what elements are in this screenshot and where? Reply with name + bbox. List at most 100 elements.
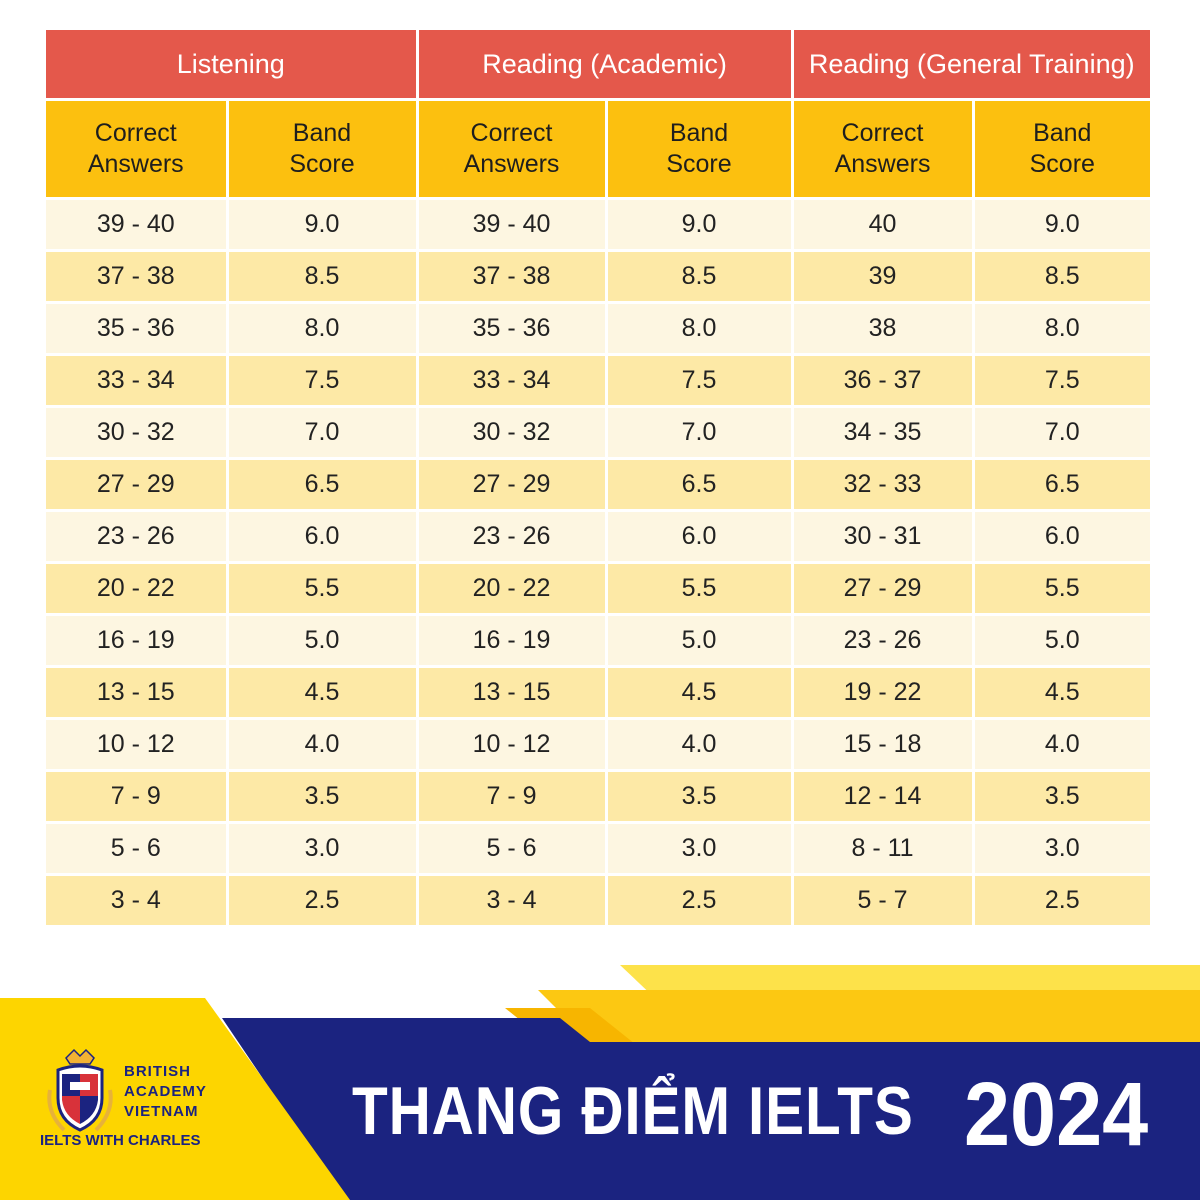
table-row: 33 - 34 7.5 33 - 34 7.5 36 - 37 7.5: [46, 354, 1151, 408]
column-header-line: Score: [1029, 150, 1095, 178]
general-band-cell: 4.0: [973, 718, 1151, 772]
general-band-cell: 5.0: [973, 614, 1151, 668]
logo-line-3: VIETNAM: [124, 1103, 199, 1120]
listening-band-cell: 7.5: [227, 354, 419, 408]
general-band-cell: 6.5: [973, 458, 1151, 512]
general-correct-cell: 39: [792, 250, 975, 304]
column-header-line: Score: [289, 150, 355, 178]
general-correct-cell: 8 - 11: [792, 822, 975, 876]
listening-correct-cell: 35 - 36: [46, 302, 229, 356]
table-row: 37 - 38 8.5 37 - 38 8.5 39 8.5: [46, 250, 1151, 304]
ielts-score-table: Listening Reading (Academic) Reading (Ge…: [46, 30, 1151, 928]
academic-correct-cell: 27 - 29: [417, 458, 608, 512]
column-header-line: Score: [666, 150, 732, 178]
crest-shield-icon: [47, 1048, 113, 1132]
general-correct-cell: 23 - 26: [792, 614, 975, 668]
general-correct-cell: 15 - 18: [792, 718, 975, 772]
academic-correct-cell: 20 - 22: [417, 562, 608, 616]
score-table-body: 39 - 40 9.0 39 - 40 9.0 40 9.0 37 - 38 8.5 37 -…: [46, 198, 1151, 928]
general-band-cell: 8.0: [973, 302, 1151, 356]
academic-band-cell: 4.5: [606, 666, 794, 720]
brand-logo: BRITISH ACADEMY VIETNAM IELTS WITH CHARL…: [30, 1040, 230, 1160]
academic-correct-cell: 23 - 26: [417, 510, 608, 564]
listening-correct-cell: 3 - 4: [46, 874, 229, 928]
academic-band-cell: 7.5: [606, 354, 794, 408]
academic-band-cell: 3.0: [606, 822, 794, 876]
listening-band-cell: 4.0: [227, 718, 419, 772]
listening-band-cell: 6.0: [227, 510, 419, 564]
academic-band-cell: 6.0: [606, 510, 794, 564]
general-correct-cell: 5 - 7: [792, 874, 975, 928]
academic-band-cell: 8.5: [606, 250, 794, 304]
table-row: 7 - 9 3.5 7 - 9 3.5 12 - 14 3.5: [46, 770, 1151, 824]
yellow-stripe-mid: [538, 990, 1200, 1042]
section-listening: Listening: [46, 30, 419, 100]
listening-correct-cell: 37 - 38: [46, 250, 229, 304]
table-row: 27 - 29 6.5 27 - 29 6.5 32 - 33 6.5: [46, 458, 1151, 512]
listening-band-cell: 5.0: [227, 614, 419, 668]
column-header-correct: Correct Answers: [46, 98, 229, 200]
listening-correct-cell: 16 - 19: [46, 614, 229, 668]
banner-year: 2024: [964, 1065, 1149, 1165]
listening-correct-cell: 10 - 12: [46, 718, 229, 772]
column-header-line: Answers: [463, 150, 560, 178]
listening-correct-cell: 7 - 9: [46, 770, 229, 824]
listening-band-cell: 2.5: [227, 874, 419, 928]
listening-band-cell: 4.5: [227, 666, 419, 720]
general-band-cell: 3.5: [973, 770, 1151, 824]
listening-band-cell: 3.5: [227, 770, 419, 824]
section-header-row: Listening Reading (Academic) Reading (Ge…: [46, 30, 1151, 100]
general-band-cell: 5.5: [973, 562, 1151, 616]
table-row: 13 - 15 4.5 13 - 15 4.5 19 - 22 4.5: [46, 666, 1151, 720]
academic-correct-cell: 37 - 38: [417, 250, 608, 304]
general-correct-cell: 12 - 14: [792, 770, 975, 824]
table-row: 5 - 6 3.0 5 - 6 3.0 8 - 11 3.0: [46, 822, 1151, 876]
table-row: 10 - 12 4.0 10 - 12 4.0 15 - 18 4.0: [46, 718, 1151, 772]
academic-correct-cell: 7 - 9: [417, 770, 608, 824]
academic-correct-cell: 16 - 19: [417, 614, 608, 668]
table-row: 3 - 4 2.5 3 - 4 2.5 5 - 7 2.5: [46, 874, 1151, 928]
logo-line-1: BRITISH: [124, 1063, 191, 1080]
academic-band-cell: 4.0: [606, 718, 794, 772]
general-band-cell: 2.5: [973, 874, 1151, 928]
banner-title-text: THANG ĐIỂM IELTS: [352, 1073, 914, 1149]
academic-band-cell: 5.0: [606, 614, 794, 668]
listening-band-cell: 8.0: [227, 302, 419, 356]
logo-tagline: IELTS WITH CHARLES: [40, 1132, 201, 1149]
column-header-line: Correct: [841, 119, 924, 147]
table-row: 20 - 22 5.5 20 - 22 5.5 27 - 29 5.5: [46, 562, 1151, 616]
listening-band-cell: 3.0: [227, 822, 419, 876]
academic-correct-cell: 33 - 34: [417, 354, 608, 408]
listening-band-cell: 9.0: [227, 198, 419, 252]
general-band-cell: 6.0: [973, 510, 1151, 564]
listening-correct-cell: 39 - 40: [46, 198, 229, 252]
academic-band-cell: 7.0: [606, 406, 794, 460]
score-table-container: Listening Reading (Academic) Reading (Ge…: [46, 30, 1151, 935]
column-header-row: Correct Answers Band Score Correct Answers …: [46, 98, 1151, 200]
academic-correct-cell: 30 - 32: [417, 406, 608, 460]
section-reading-academic: Reading (Academic): [417, 30, 794, 100]
general-correct-cell: 34 - 35: [792, 406, 975, 460]
general-correct-cell: 38: [792, 302, 975, 356]
column-header-line: Correct: [470, 119, 553, 147]
academic-band-cell: 9.0: [606, 198, 794, 252]
logo-line-2: ACADEMY: [124, 1083, 207, 1100]
academic-correct-cell: 3 - 4: [417, 874, 608, 928]
academic-band-cell: 2.5: [606, 874, 794, 928]
general-band-cell: 8.5: [973, 250, 1151, 304]
column-header-band: Band Score: [973, 98, 1151, 200]
section-reading-general: Reading (General Training): [792, 30, 1151, 100]
listening-band-cell: 5.5: [227, 562, 419, 616]
yellow-logo-panel: [0, 998, 350, 1200]
table-row: 23 - 26 6.0 23 - 26 6.0 30 - 31 6.0: [46, 510, 1151, 564]
column-header-line: Band: [669, 119, 729, 147]
listening-correct-cell: 30 - 32: [46, 406, 229, 460]
listening-correct-cell: 33 - 34: [46, 354, 229, 408]
listening-correct-cell: 23 - 26: [46, 510, 229, 564]
column-header-correct: Correct Answers: [417, 98, 608, 200]
listening-correct-cell: 13 - 15: [46, 666, 229, 720]
academic-band-cell: 3.5: [606, 770, 794, 824]
logo-wordmark: BRITISH ACADEMY VIETNAM: [124, 1062, 207, 1122]
academic-correct-cell: 10 - 12: [417, 718, 608, 772]
listening-band-cell: 6.5: [227, 458, 419, 512]
